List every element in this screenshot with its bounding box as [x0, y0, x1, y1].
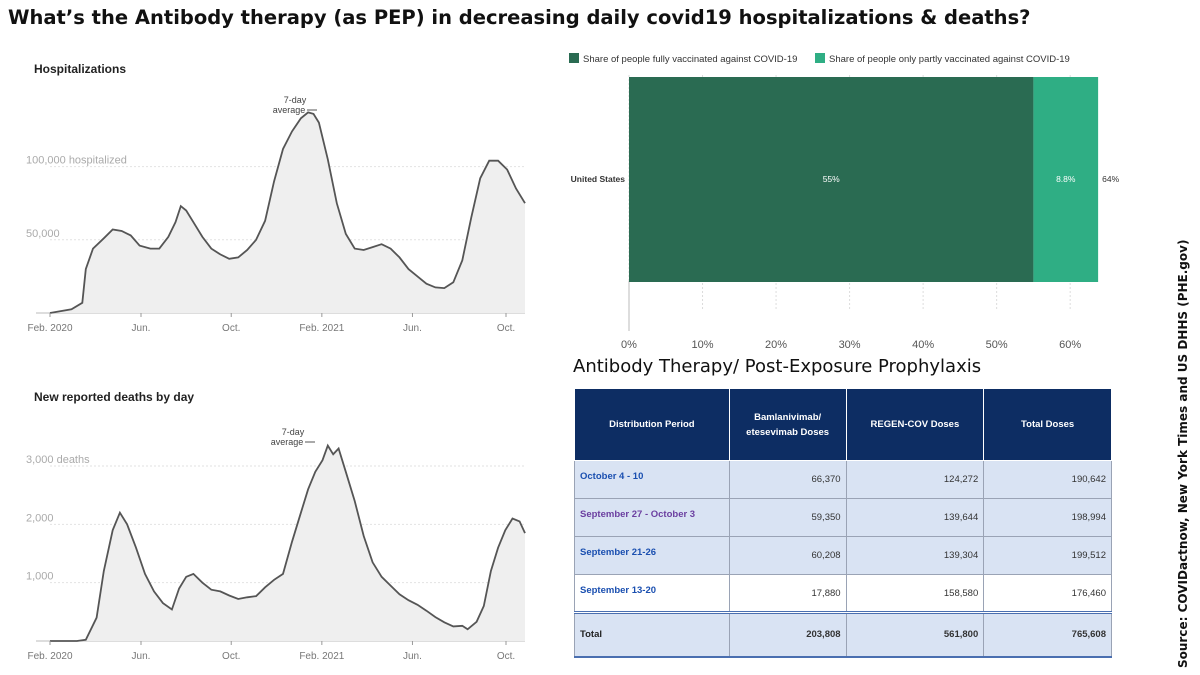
- legend-swatch-partly: [815, 53, 825, 63]
- vaccination-chart: Share of people fully vaccinated against…: [555, 45, 1155, 355]
- y-tick-label: 2,000: [26, 512, 54, 524]
- hospitalizations-chart-title: Hospitalizations: [34, 62, 126, 76]
- header-bamlanivimab-doses: Bamlanivimab/ etesevimab Doses: [728, 388, 847, 461]
- page-title: What’s the Antibody therapy (as PEP) in …: [8, 6, 1031, 29]
- legend-swatch-fully: [569, 53, 579, 63]
- row-bamlanivimab: 17,880: [728, 574, 847, 613]
- table-row: October 4 - 10 66,370 124,272 190,642: [574, 460, 1112, 499]
- table-row: September 13-20 17,880 158,580 176,460: [574, 574, 1112, 613]
- row-period: September 27 - October 3: [574, 498, 730, 537]
- row-regen-cov: 139,304: [845, 536, 985, 575]
- deaths-line: [50, 443, 526, 642]
- x-tick-label: Feb. 2020: [27, 323, 72, 334]
- annotation-line-1: 7-day: [284, 95, 307, 105]
- row-bamlanivimab: 66,370: [728, 460, 847, 499]
- y-tick-label: 1,000: [26, 571, 54, 583]
- table-row: September 27 - October 3 59,350 139,644 …: [574, 498, 1112, 537]
- x-tick-label: 10%: [692, 339, 714, 351]
- header-distribution-period: Distribution Period: [574, 388, 730, 461]
- annotation-line-2: average: [273, 105, 306, 115]
- x-tick-label: Oct.: [497, 651, 515, 662]
- table-header-row: Distribution Period Bamlanivimab/ etesev…: [574, 388, 1112, 461]
- table-row: September 21-26 60,208 139,304 199,512: [574, 536, 1112, 575]
- x-tick-label: 50%: [986, 339, 1008, 351]
- x-tick-label: Oct.: [222, 323, 240, 334]
- y-tick-label: 50,000: [26, 228, 60, 240]
- hospitalizations-chart: Hospitalizations 50,000 100,000 hospitali…: [20, 55, 540, 340]
- row-regen-cov: 139,644: [845, 498, 985, 537]
- legend-label-partly: Share of people only partly vaccinated a…: [829, 54, 1070, 65]
- x-tick-label: Feb. 2021: [299, 323, 344, 334]
- header-total-doses: Total Doses: [983, 388, 1112, 461]
- x-tick-label: Jun.: [132, 651, 151, 662]
- table-total-row: Total 203,808 561,800 765,608: [574, 611, 1112, 658]
- x-tick-label: Jun.: [403, 323, 422, 334]
- row-total: 198,994: [983, 498, 1112, 537]
- category-label: United States: [571, 174, 626, 184]
- bar-value-label: 55%: [823, 174, 840, 184]
- row-bamlanivimab: 60,208: [728, 536, 847, 575]
- total-label: Total: [574, 611, 730, 658]
- annotation-line-2: average: [271, 437, 304, 447]
- y-tick-label: 3,000 deaths: [26, 454, 90, 466]
- bar-partly-vaccinated: [1033, 77, 1099, 282]
- x-tick-label: Jun.: [403, 651, 422, 662]
- x-tick-label: Feb. 2021: [299, 651, 344, 662]
- legend-label-fully: Share of people fully vaccinated against…: [583, 54, 797, 65]
- doses-table: Distribution Period Bamlanivimab/ etesev…: [574, 388, 1112, 658]
- x-tick-label: 0%: [621, 339, 637, 351]
- bar-total-label: 64%: [1102, 174, 1119, 184]
- table-title: Antibody Therapy/ Post-Exposure Prophyla…: [573, 356, 982, 377]
- bar-value-label: 8.8%: [1056, 174, 1076, 184]
- row-regen-cov: 124,272: [845, 460, 985, 499]
- deaths-area: [50, 445, 525, 641]
- bar-fully-vaccinated: [629, 77, 1034, 282]
- total-bamlanivimab: 203,808: [728, 611, 847, 658]
- x-tick-label: Feb. 2020: [27, 651, 72, 662]
- row-total: 176,460: [983, 574, 1112, 613]
- row-period: September 13-20: [574, 574, 730, 613]
- row-bamlanivimab: 59,350: [728, 498, 847, 537]
- row-total: 190,642: [983, 460, 1112, 499]
- x-tick-label: Oct.: [222, 651, 240, 662]
- x-tick-label: 30%: [839, 339, 861, 351]
- hospitalizations-line: [49, 111, 526, 314]
- x-tick-label: Oct.: [497, 323, 515, 334]
- deaths-chart-title: New reported deaths by day: [34, 390, 194, 404]
- total-doses: 765,608: [983, 611, 1112, 658]
- row-regen-cov: 158,580: [845, 574, 985, 613]
- annotation-line-1: 7-day: [282, 427, 305, 437]
- row-total: 199,512: [983, 536, 1112, 575]
- row-period: October 4 - 10: [574, 460, 730, 499]
- x-tick-label: 40%: [912, 339, 934, 351]
- hospitalizations-area: [50, 112, 525, 314]
- x-tick-label: 60%: [1059, 339, 1081, 351]
- x-tick-label: Jun.: [132, 323, 151, 334]
- deaths-chart: New reported deaths by day 1,000 2,000 3,0…: [20, 383, 540, 668]
- header-regen-cov-doses: REGEN-COV Doses: [845, 388, 985, 461]
- hospitalizations-chart-svg: Hospitalizations 50,000 100,000 hospitali…: [26, 62, 526, 334]
- vaccination-chart-svg: Share of people fully vaccinated against…: [569, 53, 1120, 351]
- total-regen-cov: 561,800: [845, 611, 985, 658]
- y-tick-label: 100,000 hospitalized: [26, 155, 127, 167]
- deaths-chart-svg: New reported deaths by day 1,000 2,000 3,0…: [26, 390, 526, 662]
- x-tick-label: 20%: [765, 339, 787, 351]
- source-note: Source: COVIDactnow, New York Times and …: [1176, 239, 1190, 668]
- row-period: September 21-26: [574, 536, 730, 575]
